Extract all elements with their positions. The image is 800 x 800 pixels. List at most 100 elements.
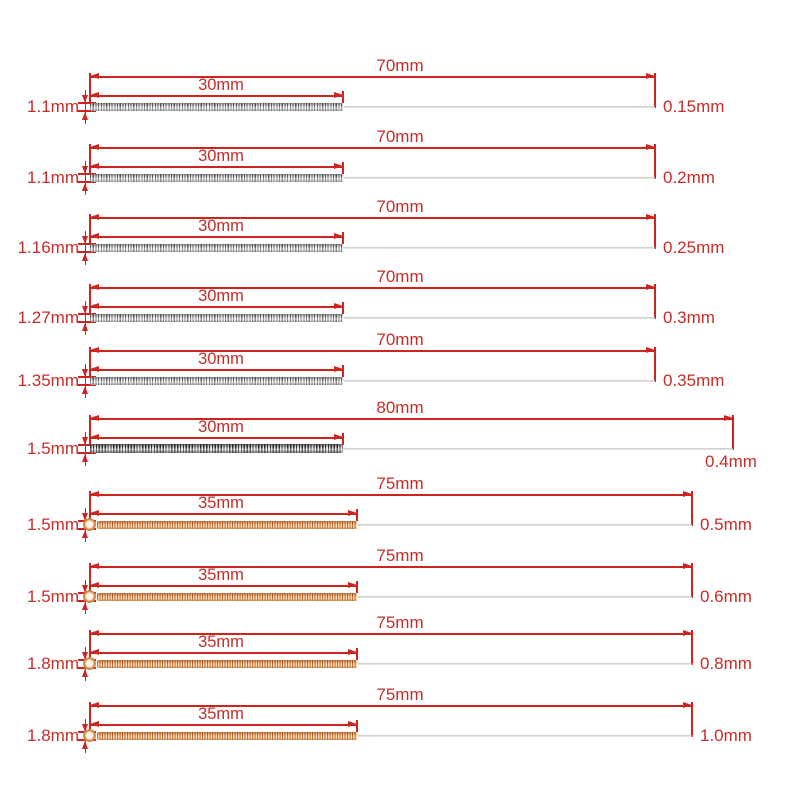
dim-arrow-left-icon (90, 347, 99, 354)
coil-loop (83, 657, 96, 670)
needle-wire (343, 316, 655, 319)
needle-wire (343, 379, 655, 382)
tip-diameter-label: 0.15mm (663, 97, 725, 116)
shank-diameter-label: 1.5mm (27, 515, 79, 534)
tip-diameter-label: 0.8mm (700, 654, 752, 673)
dim-arrow-up-icon (81, 601, 88, 610)
tip-diameter-label: 0.3mm (663, 308, 715, 327)
extension-line-coil-end (356, 508, 358, 521)
dim-arrow-left-icon (90, 163, 99, 170)
dim-arrow-up-icon (81, 453, 88, 462)
dim-arrow-left-icon (90, 284, 99, 291)
coil-body (90, 377, 343, 385)
dim-arrow-right-icon (646, 214, 655, 221)
coil-loop (83, 729, 96, 742)
dim-arrow-down-icon (81, 305, 88, 314)
diameter-dimension-line (84, 301, 87, 335)
shank-diameter-label: 1.8mm (27, 654, 79, 673)
coil-body (90, 174, 343, 182)
extension-line-left (89, 562, 91, 594)
dim-arrow-down-icon (81, 651, 88, 660)
coil-length-label: 30mm (198, 76, 244, 94)
coil-length-dimension-line (90, 236, 343, 238)
dim-arrow-right-icon (646, 347, 655, 354)
dim-arrow-right-icon (334, 366, 343, 373)
dim-arrow-down-icon (81, 512, 88, 521)
total-length-label: 70mm (376, 127, 424, 146)
coil-length-dimension-line (90, 585, 357, 587)
diameter-extension-tick (78, 251, 96, 253)
dim-arrow-left-icon (90, 434, 99, 441)
dim-arrow-down-icon (81, 165, 88, 174)
dim-arrow-left-icon (90, 214, 99, 221)
dim-arrow-up-icon (81, 529, 88, 538)
needle-wire (343, 105, 655, 108)
extension-line-right (691, 562, 693, 598)
total-length-label: 80mm (376, 398, 424, 417)
dim-arrow-down-icon (81, 584, 88, 593)
diameter-extension-tick (78, 102, 96, 104)
dim-arrow-right-icon (683, 491, 692, 498)
coil-length-label: 35mm (198, 633, 244, 651)
dim-arrow-up-icon (81, 322, 88, 331)
coil-length-dimension-line (90, 166, 343, 168)
coil-body (90, 314, 343, 322)
extension-line-coil-end (342, 301, 344, 314)
coil-length-dimension-line (90, 95, 343, 97)
extension-line-left (89, 283, 91, 315)
coil-length-label: 35mm (198, 494, 244, 512)
needle-wire (357, 734, 692, 737)
diameter-dimension-line (84, 231, 87, 265)
shank-diameter-label: 1.5mm (27, 587, 79, 606)
coil-length-dimension-line (90, 437, 343, 439)
coil-length-label: 35mm (198, 566, 244, 584)
dim-arrow-right-icon (646, 284, 655, 291)
dim-arrow-down-icon (81, 94, 88, 103)
dim-arrow-left-icon (90, 233, 99, 240)
tip-diameter-label: 0.25mm (663, 238, 725, 257)
extension-line-left (89, 213, 91, 245)
dim-arrow-left-icon (90, 144, 99, 151)
diameter-dimension-line (84, 90, 87, 124)
dim-arrow-right-icon (348, 649, 357, 656)
extension-line-left (89, 414, 91, 446)
coil-loop (83, 590, 96, 603)
diameter-extension-tick (78, 243, 96, 245)
total-length-dimension-line (90, 76, 655, 78)
dim-arrow-up-icon (81, 740, 88, 749)
needle-row: 1.16mm 70mm 30mm 0.25mm (0, 198, 800, 268)
diameter-extension-tick (78, 321, 96, 323)
dim-arrow-down-icon (81, 235, 88, 244)
extension-line-right (691, 629, 693, 665)
dim-arrow-right-icon (334, 434, 343, 441)
extension-line-left (89, 143, 91, 175)
extension-line-left (89, 629, 91, 661)
shank-diameter-label: 1.27mm (17, 308, 79, 327)
dim-arrow-left-icon (90, 491, 99, 498)
dim-arrow-left-icon (90, 415, 99, 422)
extension-line-left (89, 346, 91, 378)
needle-row: 1.35mm 70mm 30mm 0.35mm (0, 331, 800, 401)
coil-length-dimension-line (90, 513, 357, 515)
extension-line-left (89, 72, 91, 104)
extension-line-coil-end (342, 161, 344, 174)
total-length-label: 70mm (376, 197, 424, 216)
diameter-extension-tick (78, 452, 96, 454)
dim-arrow-right-icon (646, 73, 655, 80)
diameter-extension-tick (78, 444, 96, 446)
dim-arrow-left-icon (90, 563, 99, 570)
coil-body (97, 521, 357, 529)
extension-line-coil-end (342, 231, 344, 244)
coil-body (97, 593, 357, 601)
total-length-dimension-line (90, 217, 655, 219)
needle-row: 1.5mm 80mm 30mm 0.4mm (0, 398, 800, 472)
dim-arrow-left-icon (90, 366, 99, 373)
extension-line-right (654, 143, 656, 179)
total-length-label: 75mm (376, 613, 424, 632)
coil-length-dimension-line (90, 652, 357, 654)
dim-arrow-left-icon (90, 721, 99, 728)
diameter-extension-tick (78, 384, 96, 386)
dim-arrow-right-icon (334, 303, 343, 310)
coil-body (90, 103, 343, 111)
coil-body (97, 660, 357, 668)
